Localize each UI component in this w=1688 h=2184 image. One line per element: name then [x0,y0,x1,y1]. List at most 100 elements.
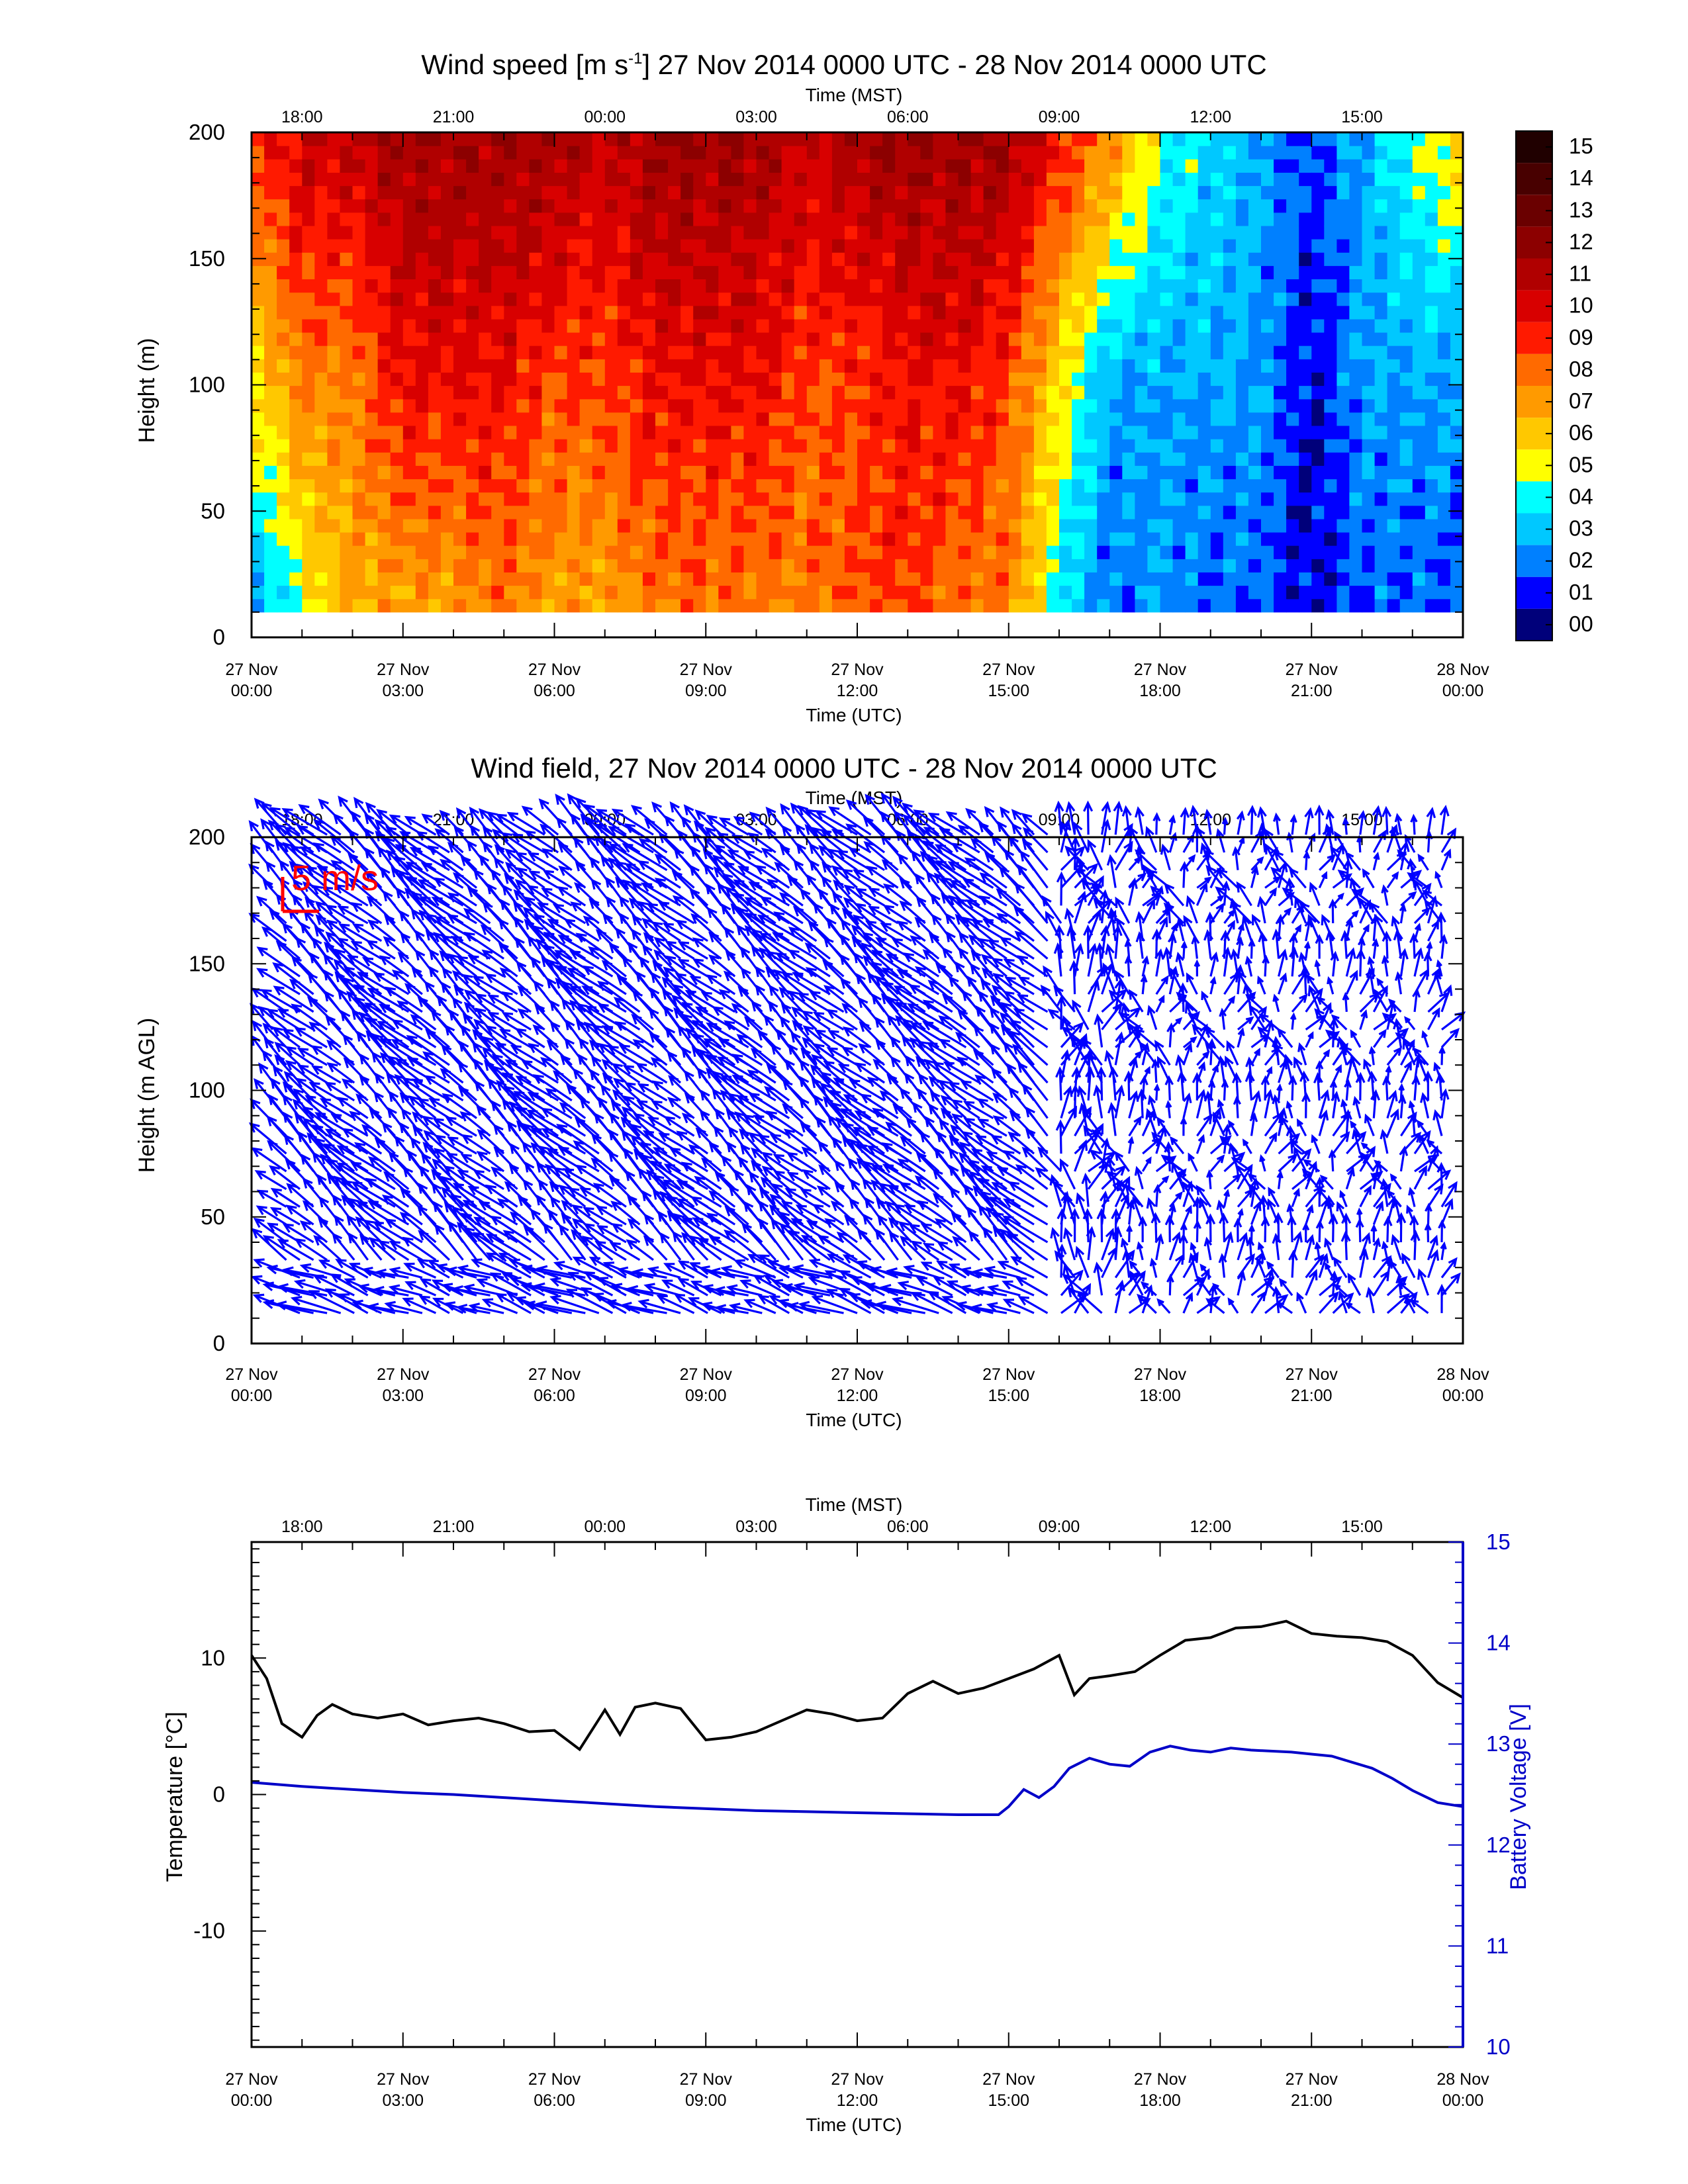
wind-vector [275,1042,301,1066]
wind-vector-head [547,1208,558,1220]
heatmap-cell [264,265,277,279]
heatmap-cell [908,146,921,159]
heatmap-cell [1210,225,1224,240]
heatmap-cell [314,265,328,279]
heatmap-cell [706,585,719,600]
heatmap-cell [1387,132,1401,146]
heatmap-cell [1197,318,1211,333]
wind-vector-head [363,1219,375,1230]
heatmap-cell [479,252,492,266]
heatmap-cell [794,318,808,333]
heatmap-cell [731,439,745,453]
heatmap-cell [1387,305,1401,320]
heatmap-cell [617,465,631,480]
heatmap-cell [352,345,366,359]
heatmap-cell [1374,239,1388,253]
heatmap-cell [1210,305,1224,320]
heatmap-cell [1362,159,1376,173]
heatmap-cell [491,345,504,359]
heatmap-cell [718,265,731,279]
heatmap-cell [516,212,530,226]
wind-vector-head [451,1206,463,1217]
heatmap-cell [1097,172,1110,187]
heatmap-cell [1210,585,1224,600]
heatmap-cell [680,478,694,493]
heatmap-cell [617,199,631,213]
heatmap-cell [1425,505,1438,520]
wind-vector-head [421,813,433,824]
wind-vector-head [549,1295,561,1304]
wind-vector-head [492,1065,503,1076]
wind-vector-head [324,1081,336,1092]
heatmap-cell [579,532,593,546]
heatmap-cell [781,252,795,266]
heatmap-cell [1033,385,1047,400]
wind-vector-head [549,1021,561,1032]
heatmap-cell [1109,252,1123,266]
heatmap-cell [933,585,947,600]
heatmap-cell [756,518,770,533]
wind-vector-head [462,1199,474,1210]
heatmap-cell [440,132,454,146]
wind-vector-head [258,1005,269,1017]
heatmap-cell [870,478,883,493]
heatmap-cell [806,452,820,466]
wind-vector-head [275,1300,287,1310]
heatmap-cell [806,292,820,306]
wind-vector [418,1259,450,1279]
wind-vector-head [323,953,334,965]
heatmap-cell [365,172,379,187]
heatmap-cell [1147,532,1161,546]
heatmap-cell [794,159,808,173]
heatmap-cell [453,146,467,159]
wind-vector [326,905,355,925]
heatmap-cell [264,412,277,426]
wind-vector-head [402,1165,414,1177]
heatmap-cell [1235,492,1249,506]
heatmap-cell [1286,465,1299,480]
heatmap-cell [1349,279,1363,293]
wind-vector-head [432,1158,443,1169]
heatmap-cell [731,146,745,159]
heatmap-cell [1185,478,1199,493]
heatmap-cell [668,332,681,346]
heatmap-cell [642,252,656,266]
wind-vector-head [455,807,467,819]
heatmap-cell [377,385,391,400]
heatmap-cell [567,465,581,480]
wind-vector-head [277,1239,289,1249]
wind-vector [569,1188,600,1208]
heatmap-cell [1097,478,1110,493]
heatmap-cell [870,465,883,480]
heatmap-cell [1362,545,1376,559]
wind-vector-head [290,1296,303,1306]
heatmap-cell [1235,159,1249,173]
heatmap-cell [1135,225,1149,240]
wind-vector [487,1234,532,1261]
heatmap-cell [377,426,391,439]
heatmap-cell [1450,132,1464,146]
heatmap-cell [541,545,555,559]
heatmap-cell [428,505,442,520]
heatmap-cell [958,465,972,480]
heatmap-cell [1072,345,1085,359]
heatmap-cell [794,598,808,613]
heatmap-cell [314,172,328,187]
heatmap-cell [340,545,353,559]
heatmap-cell [1135,199,1149,213]
heatmap-cell [466,426,479,439]
heatmap-cell [806,252,820,266]
heatmap-cell [1235,146,1249,159]
heatmap-cell [1235,172,1249,187]
wind-vector-head [504,1181,516,1192]
heatmap-cell [870,185,883,200]
heatmap-cell [680,146,694,159]
heatmap-cell [1450,572,1464,586]
heatmap-cell [491,505,504,520]
heatmap-cell [668,398,681,413]
heatmap-cell [617,292,631,306]
heatmap-cell [504,172,517,187]
heatmap-cell [365,199,379,213]
heatmap-cell [895,332,908,346]
heatmap-cell [516,239,530,253]
